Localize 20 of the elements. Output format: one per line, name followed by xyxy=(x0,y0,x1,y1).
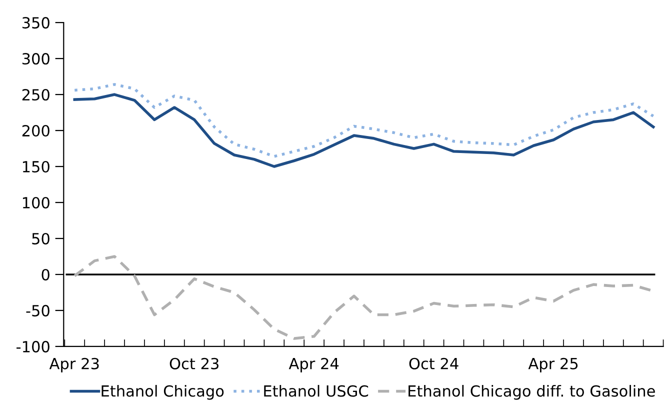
line-series xyxy=(73,83,655,158)
x-tick-label: Oct 24 xyxy=(409,358,458,370)
y-tick-label: 0 xyxy=(42,268,50,280)
y-tick-label: 100 xyxy=(22,196,50,209)
y-tick-label: 350 xyxy=(22,17,50,29)
legend-label: Ethanol Chicago xyxy=(102,384,224,400)
x-tick-label: Apr 25 xyxy=(528,358,578,372)
line-series xyxy=(73,93,655,168)
y-tick-label: 250 xyxy=(22,88,50,101)
y-tick-label: -50 xyxy=(26,304,50,316)
x-tick-label: Apr 23 xyxy=(49,358,99,372)
x-tick-label: Oct 23 xyxy=(170,358,218,370)
y-tick-label: 50 xyxy=(32,232,50,245)
y-tick-label: -100 xyxy=(16,340,50,352)
y-tick-label: 300 xyxy=(22,53,50,65)
legend-label: Ethanol USGC xyxy=(264,384,368,397)
x-tick-label: Apr 24 xyxy=(288,358,339,372)
y-tick-label: 200 xyxy=(22,124,50,137)
y-tick-label: 150 xyxy=(22,160,50,173)
legend-label: Ethanol Chicago diff. to Gasoline xyxy=(408,384,655,400)
